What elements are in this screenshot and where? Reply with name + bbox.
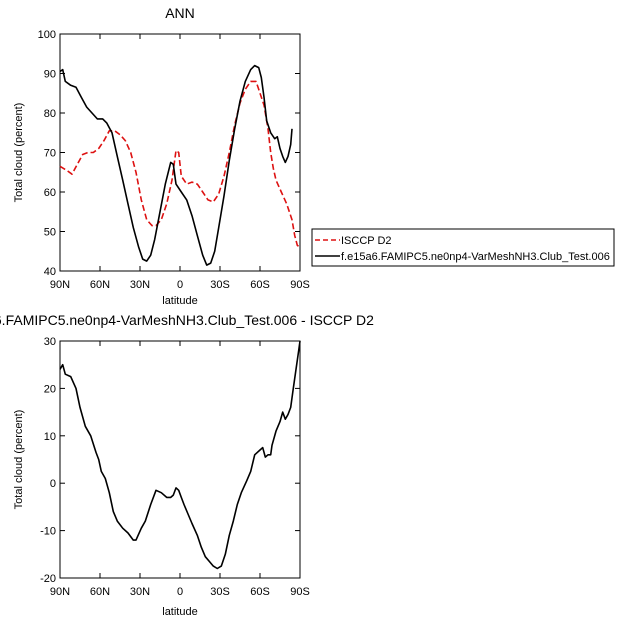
bottom-xtick-label: 90S xyxy=(290,586,310,598)
bottom-ytick-label: 10 xyxy=(44,431,56,443)
top-xtick-label: 90S xyxy=(290,279,310,291)
bottom-plot-frame xyxy=(59,340,301,579)
bottom-title: a6.FAMIPC5.ne0np4-VarMeshNH3.Club_Test.0… xyxy=(0,312,374,328)
bottom-ytick-label: 30 xyxy=(44,336,56,348)
bottom-xtick-label: 60S xyxy=(250,586,270,598)
top-ytick-label: 90 xyxy=(44,69,56,81)
legend: ISCCP D2 f.e15a6.FAMIPC5.ne0np4-VarMeshN… xyxy=(311,228,615,267)
bottom-xlabel: latitude xyxy=(162,606,197,618)
bottom-ylabel: Total cloud (percent) xyxy=(13,410,25,510)
bottom-x-ticks: 90N 60N 30N 0 30S 60S 90S xyxy=(50,341,310,598)
bottom-ytick-label: -10 xyxy=(40,526,56,538)
bottom-xtick-label: 60N xyxy=(90,586,110,598)
top-xtick-label: 30S xyxy=(210,279,230,291)
top-xtick-label: 60S xyxy=(250,279,270,291)
top-plot-frame xyxy=(59,33,301,272)
top-xtick-label: 30N xyxy=(130,279,150,291)
bottom-plot: a6.FAMIPC5.ne0np4-VarMeshNH3.Club_Test.0… xyxy=(0,312,374,618)
top-y-ticks: 40 50 60 70 80 90 100 xyxy=(38,29,300,278)
top-title: ANN xyxy=(165,5,195,21)
legend-label-isccp: ISCCP D2 xyxy=(341,235,392,247)
top-ytick-label: 40 xyxy=(44,266,56,278)
top-ytick-label: 60 xyxy=(44,187,56,199)
top-ytick-label: 100 xyxy=(38,29,56,41)
top-series-line-0 xyxy=(59,80,301,248)
top-ytick-label: 80 xyxy=(44,108,56,120)
bottom-xtick-label: 30N xyxy=(130,586,150,598)
bottom-ytick-label: -20 xyxy=(40,573,56,585)
bottom-xtick-label: 90N xyxy=(50,586,70,598)
top-ytick-label: 70 xyxy=(44,148,56,160)
top-series-line-1 xyxy=(59,64,293,266)
bottom-xtick-label: 0 xyxy=(177,586,183,598)
bottom-xtick-label: 30S xyxy=(210,586,230,598)
top-x-ticks: 90N 60N 30N 0 30S 60S 90S xyxy=(50,34,310,291)
bottom-ytick-label: 0 xyxy=(50,478,56,490)
top-series-group xyxy=(59,64,301,266)
legend-label-model: f.e15a6.FAMIPC5.ne0np4-VarMeshNH3.Club_T… xyxy=(341,251,610,263)
top-xtick-label: 0 xyxy=(177,279,183,291)
bottom-series-line-0 xyxy=(59,340,301,570)
top-ytick-label: 50 xyxy=(44,227,56,239)
bottom-series-group xyxy=(59,340,301,570)
top-xtick-label: 90N xyxy=(50,279,70,291)
bottom-y-ticks: -20 -10 0 10 20 30 xyxy=(40,336,300,585)
top-xtick-label: 60N xyxy=(90,279,110,291)
top-xlabel: latitude xyxy=(162,295,197,307)
bottom-ytick-label: 20 xyxy=(44,383,56,395)
legend-box xyxy=(311,228,615,267)
top-ylabel: Total cloud (percent) xyxy=(13,103,25,203)
